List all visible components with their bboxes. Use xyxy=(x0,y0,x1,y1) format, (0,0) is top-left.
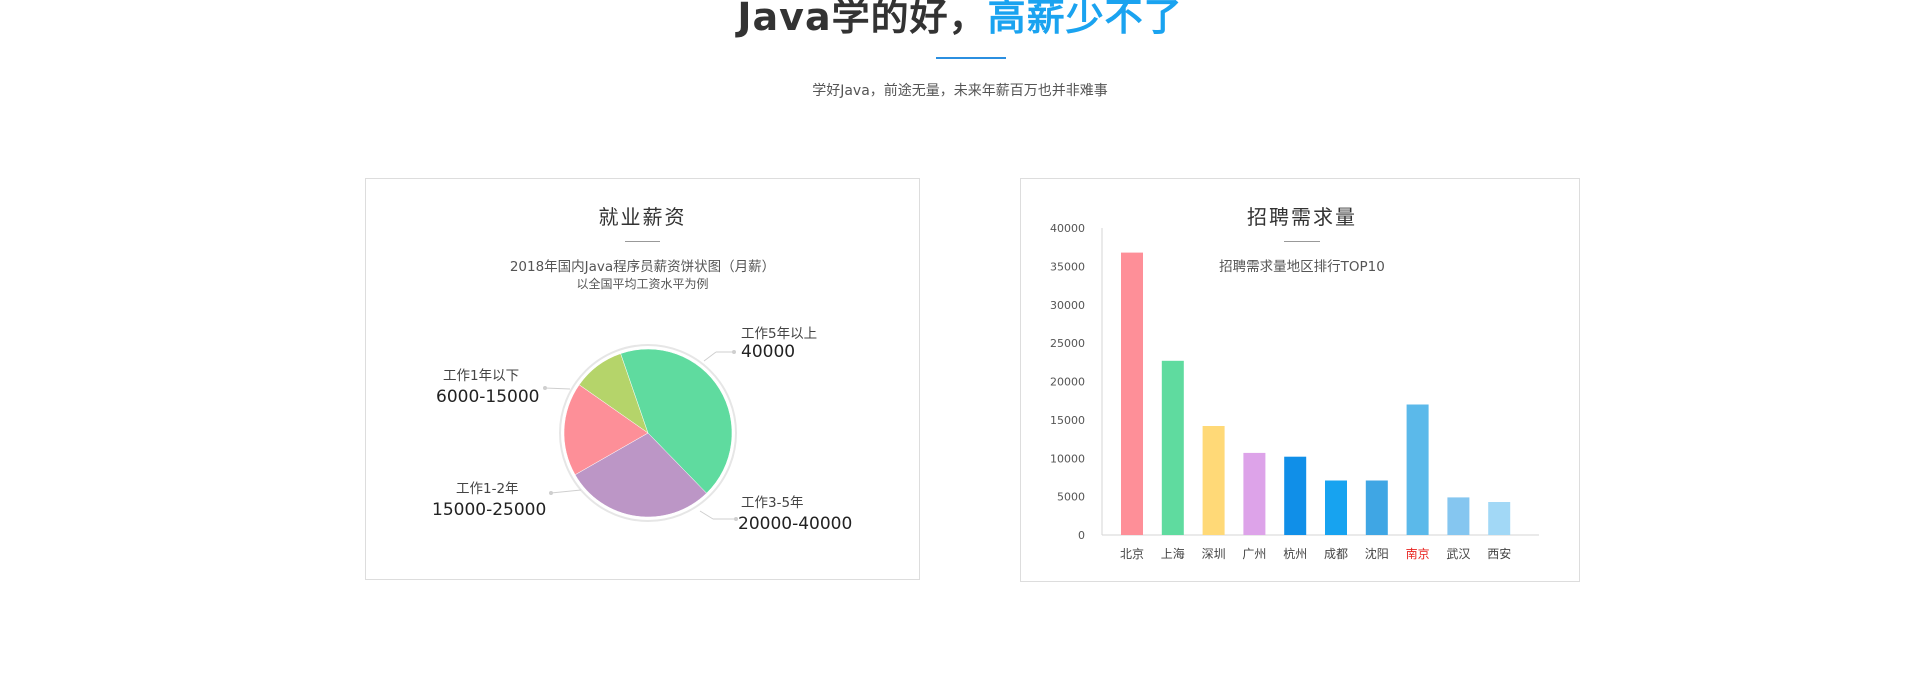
demand-card-rule xyxy=(1284,241,1320,242)
salary-card: 就业薪资 2018年国内Java程序员薪资饼状图（月薪） 以全国平均工资水平为例… xyxy=(365,178,920,580)
demand-bar-chart: 北京 上海 深圳 广州 杭州 成都 沈阳 南京 武汉 西安 0 5000 10000 15000 2000… xyxy=(1050,222,1539,561)
y-tick-label-3: 15000 xyxy=(1050,414,1085,427)
salary-pie-chart xyxy=(543,344,738,522)
x-tick-label-2: 上海 xyxy=(1161,546,1185,561)
pie-leader-dots xyxy=(543,350,738,521)
title-main: Java学的好， xyxy=(737,0,988,39)
salary-card-subtitle: 2018年国内Java程序员薪资饼状图（月薪） xyxy=(509,259,776,275)
page-title: Java学的好，高薪少不了 xyxy=(0,0,1920,41)
bar-8 xyxy=(1406,404,1429,535)
pie-label-3-5yr: 工作3-5年 xyxy=(741,495,804,511)
demand-card: 招聘需求量 招聘需求量地区排行TOP10 北京 上海 深圳 广州 杭州 成都 沈阳 南京 武汉 西… xyxy=(1020,178,1580,582)
pie-value-1yr: 6000-15000 xyxy=(436,387,540,407)
pie-value-5yr: 40000 xyxy=(741,342,796,362)
salary-card-rule xyxy=(625,241,660,242)
bar-marks xyxy=(1121,252,1511,535)
bar-4 xyxy=(1243,452,1266,535)
pie-slice-3 xyxy=(574,432,707,518)
pie-label-5yr: 工作5年以上 xyxy=(741,326,818,342)
bar-1 xyxy=(1121,252,1143,535)
leader-line-3-5yr xyxy=(699,510,714,520)
bar-6 xyxy=(1325,480,1347,535)
pie-slice-4 xyxy=(620,348,733,494)
bar-7 xyxy=(1365,480,1388,535)
y-tick-label-0: 0 xyxy=(1078,529,1085,542)
leader-dot-5yr xyxy=(732,350,736,354)
demand-card-title: 招聘需求量 xyxy=(1247,205,1357,229)
x-tick-label-4: 广州 xyxy=(1242,547,1266,561)
pie-leader-lines xyxy=(544,351,736,520)
y-tick-label-7: 35000 xyxy=(1050,260,1085,273)
bar-x-labels: 北京 上海 深圳 广州 杭州 成都 沈阳 南京 武汉 西安 xyxy=(1120,546,1511,561)
pie-label-1yr: 工作1年以下 xyxy=(443,368,520,384)
y-tick-label-2: 10000 xyxy=(1050,452,1085,465)
leader-dot-1yr xyxy=(543,386,547,390)
y-tick-label-6: 30000 xyxy=(1050,299,1085,312)
bar-9 xyxy=(1447,497,1470,535)
demand-card-subtitle: 招聘需求量地区排行TOP10 xyxy=(1219,259,1385,275)
x-tick-label-3: 深圳 xyxy=(1202,547,1226,561)
x-tick-label-10: 西安 xyxy=(1487,546,1511,561)
pie-outer-ring xyxy=(559,344,737,522)
leader-line-1yr xyxy=(544,387,571,390)
pie-slices xyxy=(563,348,733,518)
salary-card-title: 就业薪资 xyxy=(598,205,687,229)
page-subtitle: 学好Java，前途无量，未来年薪百万也并非难事 xyxy=(812,83,1108,99)
x-tick-label-1: 北京 xyxy=(1120,547,1144,561)
title-highlight: 高薪少不了 xyxy=(987,0,1183,39)
x-tick-label-5: 杭州 xyxy=(1283,546,1307,561)
leader-line-5yr xyxy=(703,351,717,362)
leader-dot-1-2yr xyxy=(549,491,553,495)
x-tick-label-7: 沈阳 xyxy=(1365,546,1389,561)
title-divider xyxy=(936,57,1006,59)
leader-dot-3-5yr xyxy=(734,517,738,521)
pie-value-3-5yr: 20000-40000 xyxy=(738,514,853,534)
y-tick-label-4: 20000 xyxy=(1050,376,1085,389)
pie-value-1-2yr: 15000-25000 xyxy=(432,500,547,520)
pie-slice-2 xyxy=(563,384,649,476)
y-tick-label-5: 25000 xyxy=(1050,337,1085,350)
bar-5 xyxy=(1284,456,1307,535)
x-tick-label-8: 南京 xyxy=(1406,546,1430,561)
bar-2 xyxy=(1161,360,1184,535)
leader-line-1-2yr xyxy=(550,489,582,494)
x-tick-label-9: 武汉 xyxy=(1446,547,1470,561)
y-tick-label-1: 5000 xyxy=(1057,491,1085,504)
x-tick-label-6: 成都 xyxy=(1324,547,1348,561)
salary-card-note: 以全国平均工资水平为例 xyxy=(576,277,709,291)
pie-label-1-2yr: 工作1-2年 xyxy=(456,481,519,497)
bar-3 xyxy=(1202,426,1225,535)
bar-10 xyxy=(1488,502,1511,535)
y-tick-label-8: 40000 xyxy=(1050,222,1085,235)
bar-y-labels: 0 5000 10000 15000 20000 25000 30000 35000 40000 xyxy=(1050,222,1085,542)
